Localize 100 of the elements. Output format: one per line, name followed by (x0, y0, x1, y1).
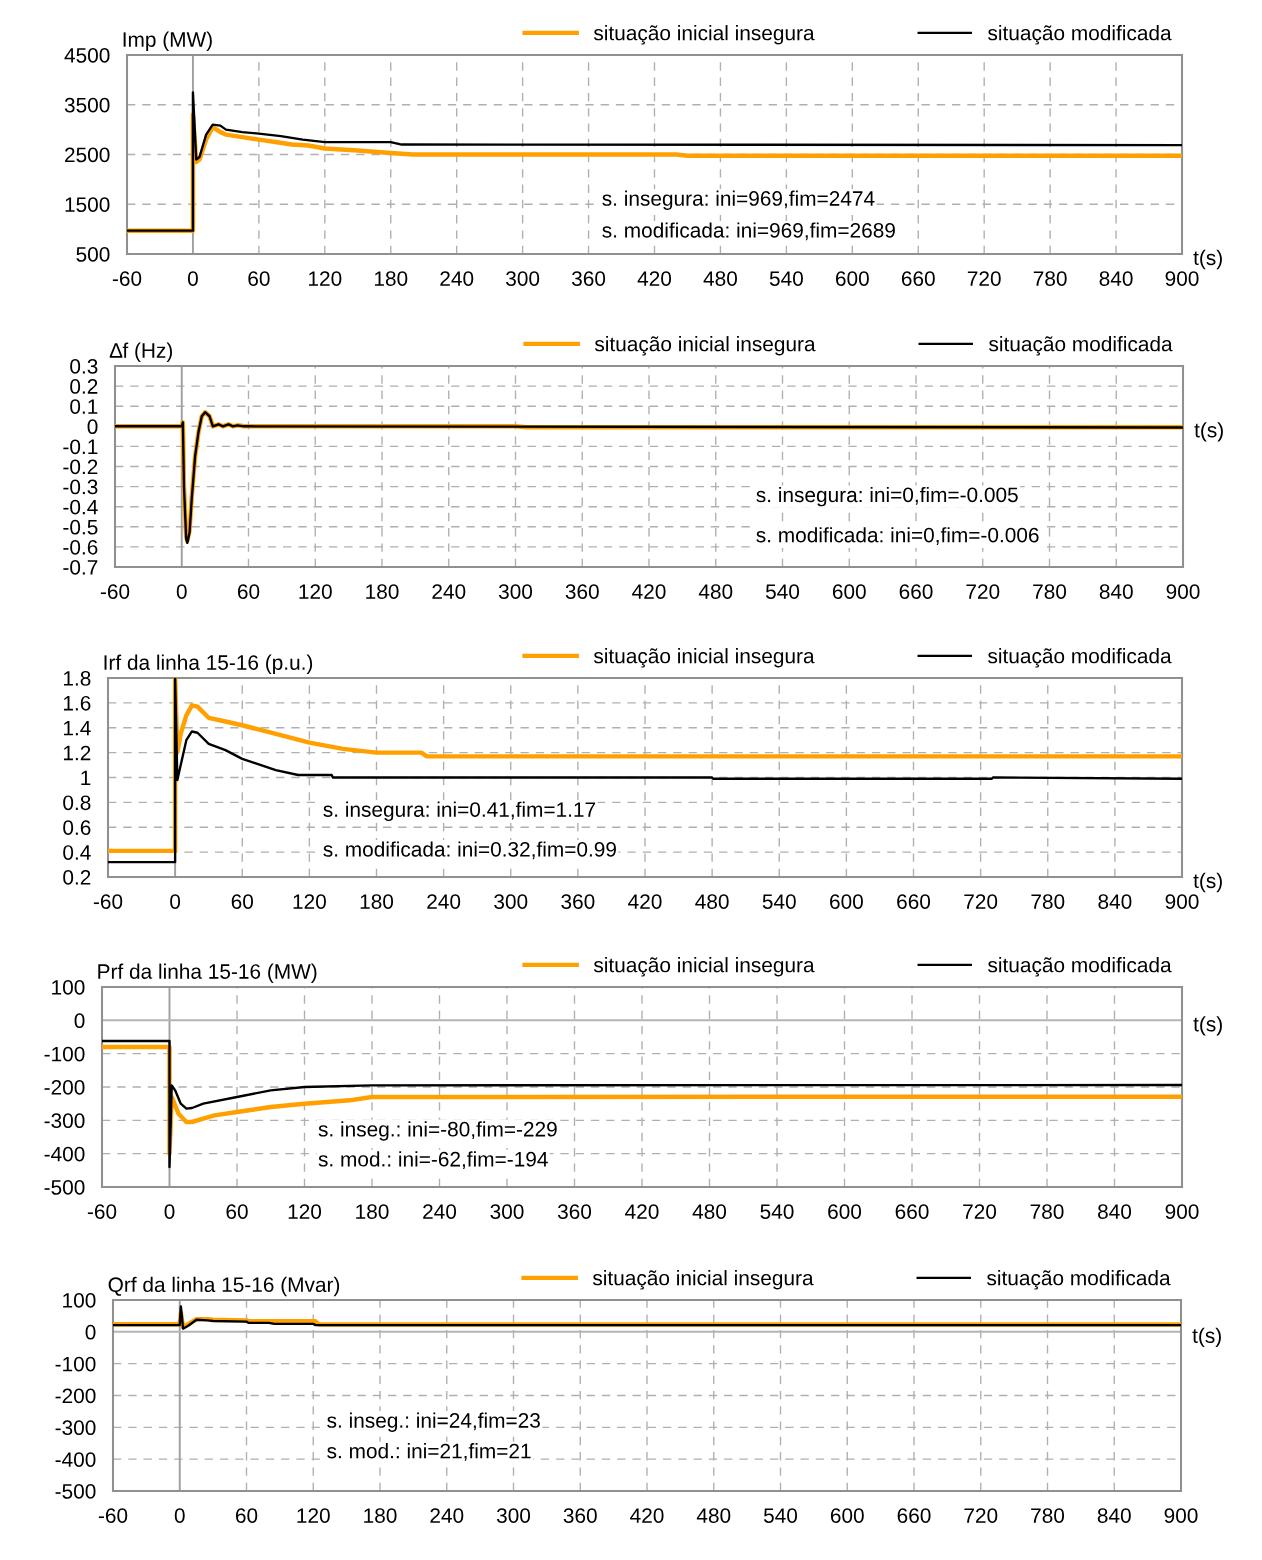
legend-label: situação modificada (988, 648, 1172, 668)
x-tick-label: 360 (557, 1204, 592, 1219)
y-tick-label: -500 (55, 1484, 96, 1499)
x-tick-label: 720 (967, 271, 1001, 286)
y-tick-label: -100 (44, 1046, 85, 1062)
x-tick-label: 720 (964, 1508, 998, 1523)
x-tick-label: 660 (897, 894, 931, 909)
x-tick-label: 180 (360, 894, 394, 909)
x-tick-label: -60 (93, 894, 123, 909)
annotation: s. inseg.: ini=-80,fim=-229 (318, 1121, 557, 1141)
x-tick-label: 480 (696, 1508, 731, 1523)
y-tick-label: -200 (44, 1080, 85, 1095)
x-tick-label: 780 (1030, 1204, 1064, 1219)
x-tick-label: 120 (288, 1204, 322, 1219)
x-tick-label: 840 (1098, 1204, 1132, 1219)
x-tick-label: 600 (830, 1508, 864, 1523)
x-tick-label: 660 (897, 1508, 931, 1523)
x-tick-label: 360 (561, 894, 595, 909)
y-tick-label: 0.8 (63, 795, 91, 811)
y-tick-label: 100 (52, 980, 85, 995)
x-tick-label: 720 (966, 584, 1000, 599)
x-tick-label: 360 (563, 1508, 597, 1523)
x-tick-label: 360 (571, 271, 606, 286)
y-tick-label: 0.2 (70, 379, 98, 394)
y-axis-title: Prf da linha 15-16 (MW) (98, 963, 317, 983)
y-tick-label: -300 (55, 1420, 96, 1436)
annotation: s. modificada: ini=0,fim=-0.006 (756, 527, 1039, 545)
x-tick-label: 840 (1099, 584, 1133, 599)
annotation: s. insegura: ini=969,fim=2474 (602, 190, 875, 210)
x-tick-label: 300 (498, 584, 533, 599)
x-tick-label: 600 (830, 894, 863, 909)
y-tick-label: -0.5 (63, 519, 98, 535)
y-tick-label: 0.3 (70, 359, 98, 374)
y-tick-label: -0.4 (63, 499, 98, 515)
x-tick-label: -60 (112, 271, 142, 286)
y-tick-label: 0.2 (63, 870, 91, 885)
x-tick-label: 180 (364, 1508, 397, 1523)
x-tick-label: 120 (299, 584, 332, 599)
legend-label: situação inicial insegura (592, 1270, 814, 1290)
y-tick-label: -0.6 (63, 539, 98, 555)
legend-label: situação modificada (989, 336, 1173, 356)
y-tick-label: 0 (87, 419, 98, 435)
annotation: s. mod.: ini=21,fim=21 (327, 1443, 531, 1461)
legend-label: situação modificada (988, 25, 1172, 45)
y-tick-label: 100 (63, 1293, 96, 1308)
x-tick-label: 240 (430, 1508, 464, 1523)
x-tick-label: -60 (100, 584, 130, 599)
x-tick-label: 420 (628, 894, 662, 909)
y-tick-label: 4500 (64, 48, 110, 63)
x-tick-label: 120 (297, 1508, 330, 1523)
y-tick-label: 0 (85, 1324, 96, 1340)
y-tick-label: -200 (55, 1388, 96, 1404)
y-tick-label: 0.4 (63, 845, 91, 860)
x-tick-label: 540 (765, 584, 800, 599)
y-tick-label: 2500 (65, 147, 110, 163)
x-tick-label: -60 (98, 1508, 128, 1523)
y-tick-label: -0.2 (63, 459, 98, 475)
x-tick-label: 720 (964, 894, 998, 909)
legend-label: situação inicial insegura (593, 25, 815, 45)
x-tick-label: 900 (1165, 271, 1199, 286)
x-tick-label: 180 (374, 271, 408, 286)
x-tick-label: 240 (440, 271, 474, 286)
annotation: s. insegura: ini=0.41,fim=1.17 (323, 801, 596, 822)
x-tick-label: 480 (695, 894, 729, 909)
y-axis-title: Qrf da linha 15-16 (Mvar) (108, 1276, 340, 1297)
legend-label: situação inicial insegura (594, 336, 816, 356)
legend-label: situação inicial insegura (593, 957, 815, 977)
x-tick-label: 60 (226, 1204, 248, 1219)
x-axis-title: t(s) (1193, 1016, 1222, 1036)
x-tick-label: 840 (1097, 1508, 1131, 1523)
y-tick-label: 1.2 (63, 745, 91, 761)
y-tick-label: 0.1 (70, 399, 98, 414)
x-tick-label: 480 (698, 584, 733, 599)
x-tick-label: 240 (423, 1204, 457, 1219)
x-tick-label: 480 (703, 271, 737, 286)
x-tick-label: 540 (763, 1508, 798, 1523)
x-tick-label: 420 (632, 584, 666, 599)
x-tick-label: 300 (490, 1204, 524, 1219)
annotation: s. mod.: ini=-62,fim=-194 (318, 1151, 548, 1170)
x-tick-label: 840 (1098, 894, 1132, 909)
x-tick-label: 0 (170, 894, 181, 909)
x-tick-label: 780 (1033, 584, 1067, 599)
x-tick-label: 660 (899, 584, 933, 599)
x-tick-label: 420 (625, 1204, 659, 1219)
x-tick-label: 300 (506, 271, 540, 286)
y-tick-label: -300 (44, 1113, 85, 1129)
y-axis-title: Irf da linha 15-16 (p.u.) (104, 654, 313, 675)
x-tick-label: 540 (760, 1204, 794, 1219)
x-tick-label: 360 (565, 584, 599, 599)
y-tick-label: 0 (74, 1013, 85, 1029)
x-tick-label: 60 (237, 584, 260, 599)
legend-label: situação inicial insegura (593, 648, 815, 668)
x-tick-label: 240 (432, 584, 466, 599)
y-tick-label: 1 (81, 770, 91, 786)
annotation: s. inseg.: ini=24,fim=23 (327, 1412, 540, 1432)
x-tick-label: 60 (231, 894, 254, 909)
x-tick-label: 540 (762, 894, 796, 909)
x-axis-title: t(s) (1192, 1327, 1221, 1348)
x-tick-label: 600 (835, 271, 869, 286)
y-tick-label: -400 (44, 1146, 85, 1162)
